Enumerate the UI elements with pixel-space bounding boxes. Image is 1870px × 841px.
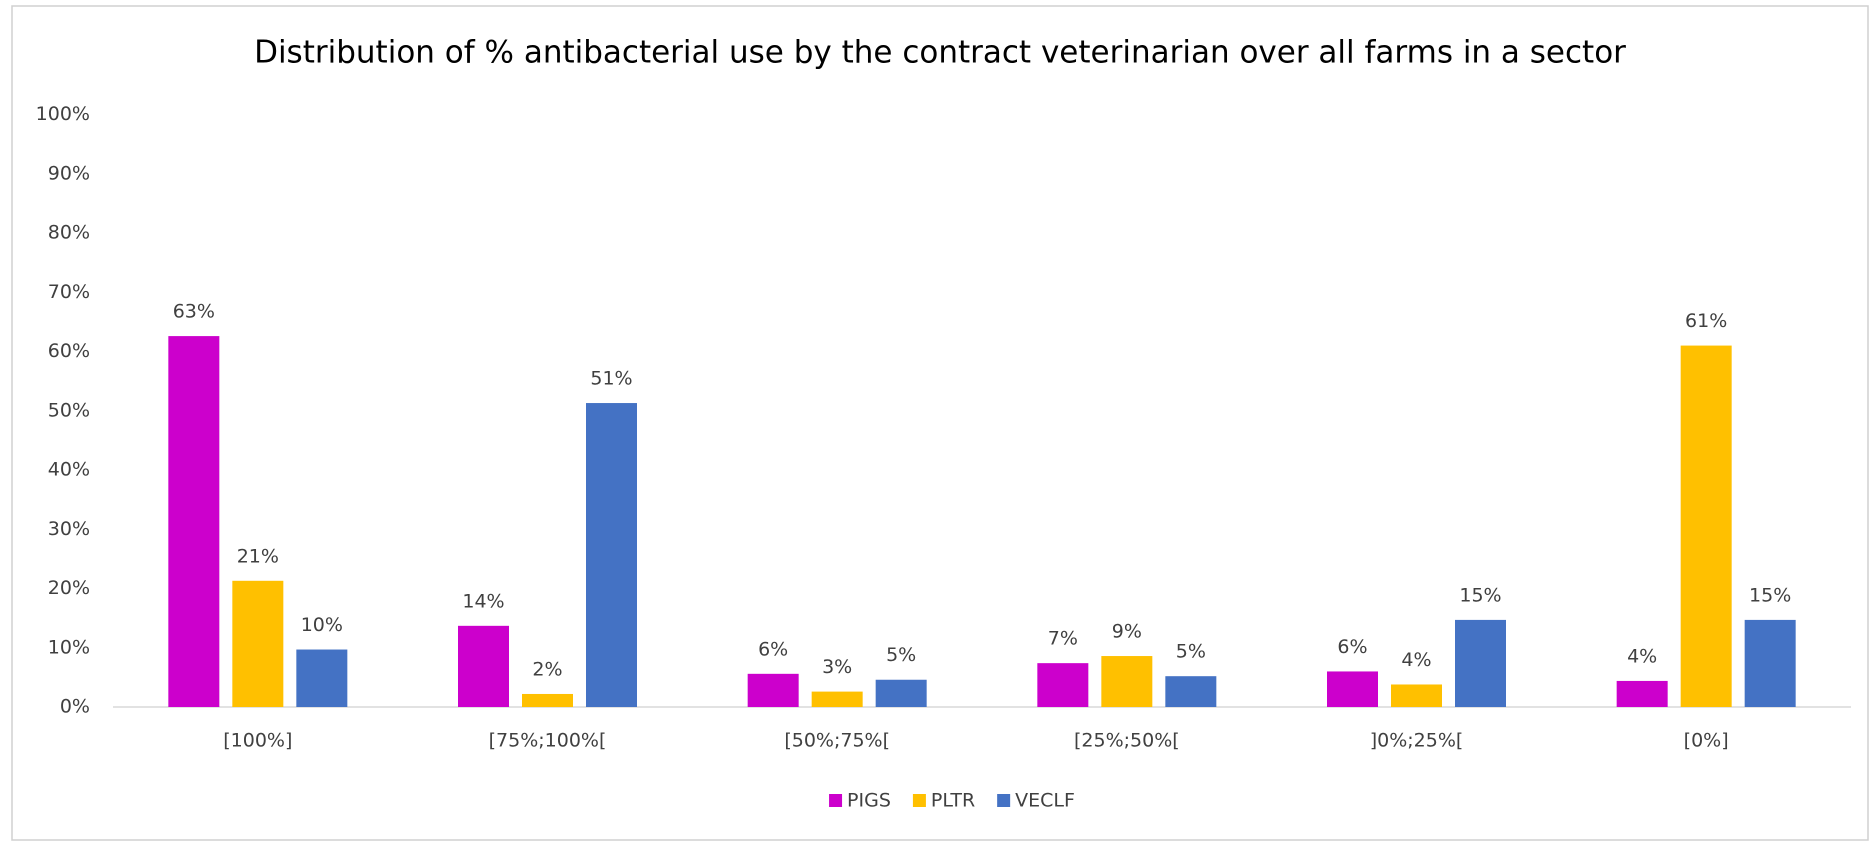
data-label: 5%: [1176, 641, 1206, 663]
y-tick-label: 70%: [48, 281, 90, 303]
data-label: 15%: [1749, 584, 1791, 606]
bar: [747, 673, 799, 707]
x-tick-label: [50%;75%[: [784, 730, 890, 752]
data-label: 21%: [237, 545, 279, 567]
legend-swatch: [912, 794, 926, 807]
bar: [522, 693, 573, 707]
chart-frame: [11, 5, 1869, 841]
y-tick-label: 20%: [48, 577, 90, 599]
bar: [1391, 684, 1442, 707]
x-tick-label: [0%]: [1684, 730, 1729, 752]
data-label: 15%: [1459, 584, 1501, 606]
y-tick-label: 0%: [60, 696, 90, 718]
legend-label: VECLF: [1015, 790, 1075, 812]
y-tick-label: 90%: [48, 162, 90, 184]
bar: [232, 580, 284, 707]
bar: [1616, 680, 1668, 707]
data-label: 63%: [173, 301, 215, 323]
data-label: 61%: [1685, 310, 1727, 332]
bar: [1680, 345, 1732, 707]
y-tick-label: 50%: [48, 399, 90, 421]
data-label: 4%: [1627, 645, 1657, 667]
bar: [875, 679, 927, 707]
y-tick-label: 100%: [36, 103, 90, 125]
legend-swatch: [997, 794, 1011, 807]
y-tick-label: 10%: [48, 636, 90, 658]
y-tick-label: 30%: [48, 518, 90, 540]
x-tick-label: [75%;100%[: [489, 730, 607, 752]
bar: [811, 691, 863, 707]
y-tick-label: 40%: [48, 459, 90, 481]
bar: [458, 625, 509, 707]
chart-title: Distribution of % antibacterial use by t…: [254, 35, 1626, 71]
y-tick-label: 60%: [48, 340, 90, 362]
data-label: 6%: [1337, 636, 1367, 658]
bar: [1744, 619, 1796, 707]
bar: [1327, 671, 1378, 707]
bar: [1455, 619, 1506, 707]
data-label: 3%: [822, 656, 852, 678]
data-label: 7%: [1048, 628, 1078, 650]
legend-swatch: [829, 794, 843, 807]
x-tick-label: [25%;50%[: [1074, 730, 1180, 752]
data-label: 5%: [886, 644, 916, 666]
bar: [1037, 663, 1089, 707]
y-tick-label: 80%: [48, 222, 90, 244]
bar: [168, 336, 220, 707]
data-label: 51%: [590, 368, 632, 390]
data-label: 9%: [1112, 621, 1142, 643]
x-tick-label: ]0%;25%[: [1370, 730, 1464, 752]
data-label: 10%: [301, 614, 343, 636]
data-label: 4%: [1401, 649, 1431, 671]
x-tick-label: [100%]: [223, 730, 292, 752]
data-label: 2%: [532, 658, 562, 680]
data-label: 14%: [462, 590, 504, 612]
bar: [1165, 676, 1217, 707]
legend-label: PIGS: [847, 790, 891, 812]
bar: [586, 403, 637, 707]
legend-label: PLTR: [931, 790, 975, 812]
bar: [296, 649, 348, 707]
data-label: 6%: [758, 638, 788, 660]
bar: [1101, 656, 1153, 707]
